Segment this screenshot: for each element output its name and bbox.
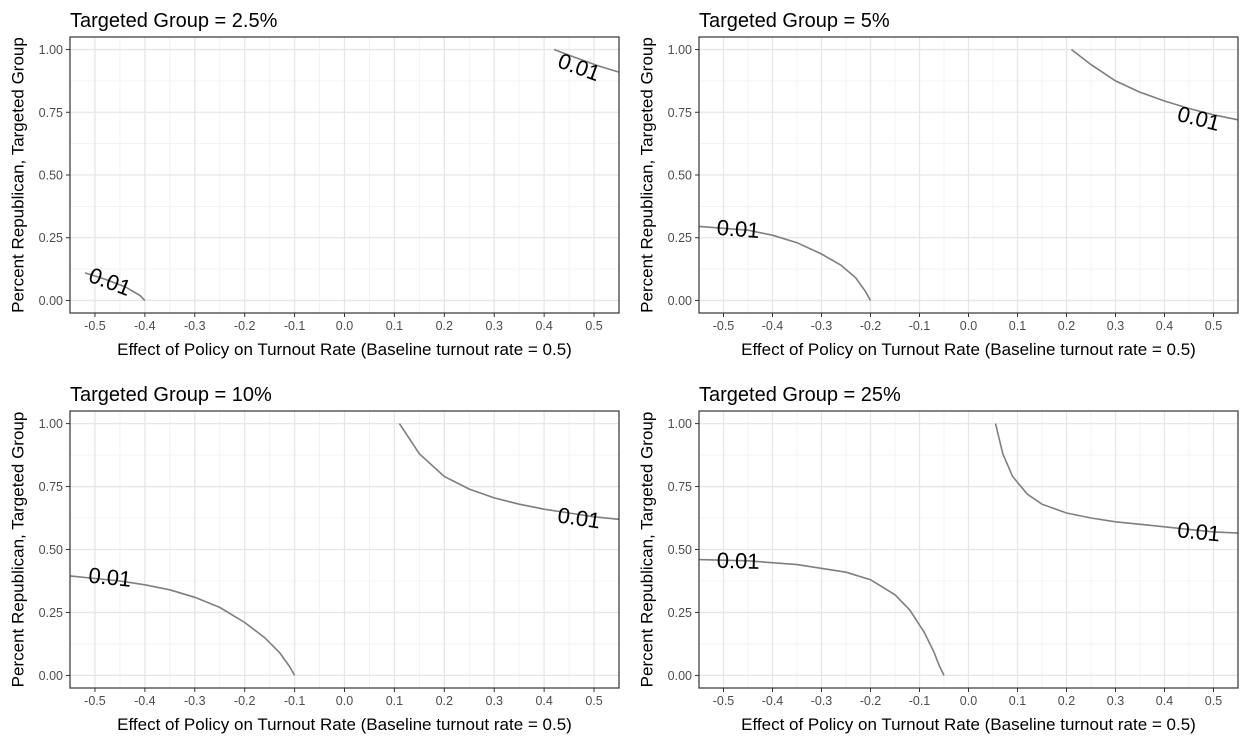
y-tick-label: 0.25 — [668, 231, 692, 245]
panel-3: 0.010.01-0.5 -0.4 -0.3 -0.2 -0.1 0.0 0.1 0.2 0.3… — [9, 384, 620, 734]
y-tick-label: 0.75 — [668, 480, 692, 494]
y-axis-title: Percent Republican, Targeted Group — [638, 37, 657, 313]
x-tick-label: 0.2 — [1058, 319, 1075, 333]
y-tick-label: 1.00 — [39, 43, 63, 57]
x-tick-label: -0.1 — [284, 694, 306, 708]
x-tick-label: -0.2 — [860, 694, 882, 708]
x-tick-label: -0.4 — [762, 319, 784, 333]
panel-1: 0.010.01-0.5 -0.4 -0.3 -0.2 -0.1 0.0 0.1 0.2 0.3… — [9, 10, 620, 359]
y-tick-label: 0.00 — [668, 669, 692, 683]
y-tick-label: 0.00 — [668, 294, 692, 308]
x-tick-label: 0.3 — [486, 319, 503, 333]
x-tick-label: 0.5 — [585, 694, 602, 708]
x-tick-label: -0.3 — [184, 319, 206, 333]
x-tick-label: -0.3 — [811, 694, 833, 708]
x-tick-label: 0.4 — [535, 319, 552, 333]
contour-line — [698, 558, 945, 676]
contour-line — [698, 225, 872, 301]
y-tick-label: 0.00 — [39, 669, 63, 683]
x-tick-label: -0.3 — [811, 319, 833, 333]
x-tick-label: 0.5 — [1205, 319, 1222, 333]
x-tick-label: 0.2 — [1058, 694, 1075, 708]
x-tick-label: -0.2 — [860, 319, 882, 333]
y-tick-label: 0.00 — [39, 294, 63, 308]
x-tick-label: -0.2 — [234, 694, 256, 708]
x-axis-title: Effect of Policy on Turnout Rate (Baseli… — [117, 715, 572, 734]
x-tick-label: 0.4 — [1156, 319, 1173, 333]
y-tick-label: 0.50 — [668, 543, 692, 557]
contour-line — [994, 423, 1239, 534]
x-axis-title: Effect of Policy on Turnout Rate (Baseli… — [741, 715, 1196, 734]
x-tick-label: -0.1 — [284, 319, 306, 333]
contour-label: 0.01 — [716, 215, 761, 243]
contour-line — [1070, 48, 1239, 121]
x-tick-label: -0.5 — [84, 694, 106, 708]
x-tick-label: -0.4 — [134, 694, 156, 708]
panel-2: 0.010.01-0.5 -0.4 -0.3 -0.2 -0.1 0.0 0.1 0.2 0.3… — [638, 10, 1239, 359]
x-tick-label: -0.4 — [762, 694, 784, 708]
panel-4: 0.01 0.01 -0.5 -0.4 -0.3 -0.2 -0.1 0.0 0.1 0.2 0.3… — [638, 384, 1239, 734]
panel-title: Targeted Group = 2.5% — [70, 10, 278, 32]
x-tick-label: 0.4 — [535, 694, 552, 708]
panel-title: Targeted Group = 10% — [70, 384, 272, 406]
y-tick-label: 1.00 — [668, 417, 692, 431]
panel-title: Targeted Group = 5% — [699, 10, 890, 32]
x-tick-label: -0.1 — [909, 319, 931, 333]
contour-line — [69, 575, 296, 676]
y-tick-label: 0.25 — [668, 606, 692, 620]
x-axis-title: Effect of Policy on Turnout Rate (Baseli… — [741, 340, 1196, 359]
y-tick-label: 0.50 — [668, 169, 692, 183]
contour-line — [553, 48, 620, 73]
y-tick-label: 0.25 — [39, 606, 63, 620]
x-tick-label: 0.2 — [436, 694, 453, 708]
y-tick-label: 0.50 — [39, 169, 63, 183]
x-tick-label: 0.1 — [386, 319, 403, 333]
contour-line — [84, 272, 146, 302]
x-tick-label: -0.5 — [713, 694, 735, 708]
y-tick-label: 0.25 — [39, 231, 63, 245]
y-tick-label: 1.00 — [39, 417, 63, 431]
x-tick-label: 0.0 — [336, 694, 353, 708]
contour-line — [398, 423, 620, 521]
y-tick-label: 0.75 — [668, 106, 692, 120]
x-tick-label: 0.2 — [436, 319, 453, 333]
x-tick-label: 0.1 — [1009, 694, 1026, 708]
contour-label: 0.01 — [1176, 517, 1221, 546]
x-tick-label: -0.5 — [84, 319, 106, 333]
x-axis-title: Effect of Policy on Turnout Rate (Baseli… — [117, 340, 572, 359]
contour-label: 0.01 — [87, 563, 132, 592]
x-tick-label: -0.4 — [134, 319, 156, 333]
x-tick-label: 0.0 — [960, 694, 977, 708]
y-axis-title: Percent Republican, Targeted Group — [638, 412, 657, 688]
y-tick-label: 0.75 — [39, 480, 63, 494]
contour-label: 0.01 — [716, 548, 759, 574]
y-tick-label: 0.50 — [39, 543, 63, 557]
x-tick-label: 0.3 — [1107, 694, 1124, 708]
x-tick-label: -0.1 — [909, 694, 931, 708]
x-tick-label: -0.2 — [234, 319, 256, 333]
x-tick-label: 0.4 — [1156, 694, 1173, 708]
x-tick-label: 0.3 — [1107, 319, 1124, 333]
x-tick-label: -0.3 — [184, 694, 206, 708]
x-tick-label: 0.0 — [336, 319, 353, 333]
y-axis-title: Percent Republican, Targeted Group — [9, 37, 28, 313]
x-tick-label: 0.0 — [960, 319, 977, 333]
x-tick-label: 0.5 — [585, 319, 602, 333]
x-tick-label: 0.5 — [1205, 694, 1222, 708]
x-tick-label: 0.3 — [486, 694, 503, 708]
y-tick-label: 1.00 — [668, 43, 692, 57]
y-axis-title: Percent Republican, Targeted Group — [9, 412, 28, 688]
panel-title: Targeted Group = 25% — [699, 384, 901, 406]
x-tick-label: 0.1 — [1009, 319, 1026, 333]
x-tick-label: 0.1 — [386, 694, 403, 708]
y-tick-label: 0.75 — [39, 106, 63, 120]
x-tick-label: -0.5 — [713, 319, 735, 333]
